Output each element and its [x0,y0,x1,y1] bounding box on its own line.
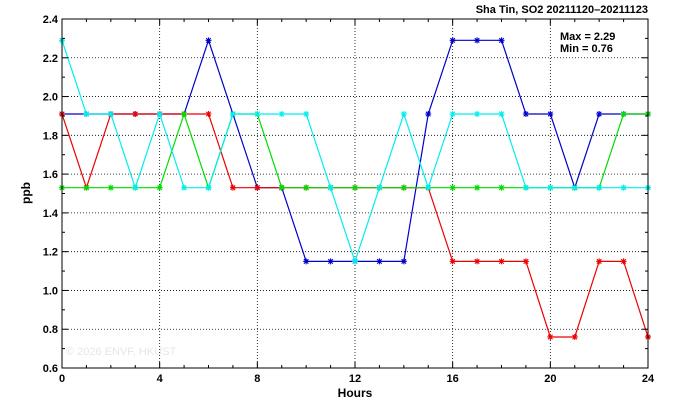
data-point [596,184,603,191]
data-point [474,111,481,118]
data-point [522,111,529,118]
y-tick-label: 0.6 [43,363,58,375]
data-point [449,37,456,44]
data-point [425,184,432,191]
x-tick-label: 16 [447,373,459,385]
data-point [376,258,383,265]
data-point [181,184,188,191]
data-point [83,184,90,191]
data-point [620,184,627,191]
y-tick-label: 2.0 [43,92,58,104]
chart-title: Sha Tin, SO2 20211120–20211123 [476,4,648,16]
data-point [229,111,236,118]
data-point [571,333,578,340]
data-point [278,184,285,191]
y-tick-label: 2.4 [43,14,59,26]
data-point [303,184,310,191]
max-label: Max = 2.29 [560,31,615,43]
data-point [620,258,627,265]
series-line [62,112,648,190]
y-tick-label: 1.8 [43,130,58,142]
data-point [498,111,505,118]
y-tick-label: 2.2 [43,53,58,65]
data-point [376,184,383,191]
y-tick-label: 1.0 [43,285,58,297]
y-tick-label: 0.8 [43,324,58,336]
x-tick-label: 8 [254,373,260,385]
data-point [107,111,114,118]
data-point [205,111,212,118]
data-point [156,184,163,191]
data-point [474,37,481,44]
min-label: Min = 0.76 [560,43,613,55]
data-point [205,184,212,191]
data-point [498,37,505,44]
data-point [400,258,407,265]
x-tick-label: 24 [642,373,655,385]
data-point [254,184,261,191]
data-point [474,184,481,191]
x-tick-label: 0 [59,373,65,385]
data-point [547,333,554,340]
data-point [498,184,505,191]
x-tick-label: 12 [349,373,361,385]
data-point [303,258,310,265]
data-point [571,184,578,191]
grid-lines [62,19,648,368]
data-point [596,111,603,118]
data-point [547,111,554,118]
series-line [61,113,649,338]
data-point [278,111,285,118]
data-point [474,258,481,265]
x-tick-label: 4 [157,373,164,385]
x-axis-label: Hours [338,386,373,400]
data-point [83,111,90,118]
data-point [352,184,358,191]
data-point [205,37,212,44]
data-point [400,184,407,191]
data-point [107,184,114,191]
data-point [181,111,188,118]
data-point [132,111,139,118]
data-point [596,258,603,265]
data-point [229,184,236,191]
data-point [132,184,139,191]
data-point [522,258,529,265]
watermark-text: © 2026 ENVF, HKUST [66,346,176,358]
data-point [327,258,334,265]
data-point [156,111,163,118]
axis-ticks: 0 4 8 12 16 20 24 0.6 0.8 1.0 1.2 1.4 1.6 1.8 2.0 2.2 2.… [43,14,655,385]
x-tick-label: 20 [544,373,556,385]
data-point [303,111,310,118]
data-point [620,111,627,118]
data-point [547,184,554,191]
data-point [400,111,407,118]
data-point [425,111,432,118]
data-point [327,184,334,191]
data-point [449,111,456,118]
data-point [449,258,456,265]
y-tick-label: 1.4 [43,208,59,220]
data-point [498,258,505,265]
data-point [254,111,261,118]
y-axis-label: ppb [19,182,33,204]
y-tick-label: 1.6 [43,169,58,181]
data-point [449,184,456,191]
data-point [522,184,529,191]
data-point [352,258,358,265]
y-tick-label: 1.2 [43,247,58,259]
